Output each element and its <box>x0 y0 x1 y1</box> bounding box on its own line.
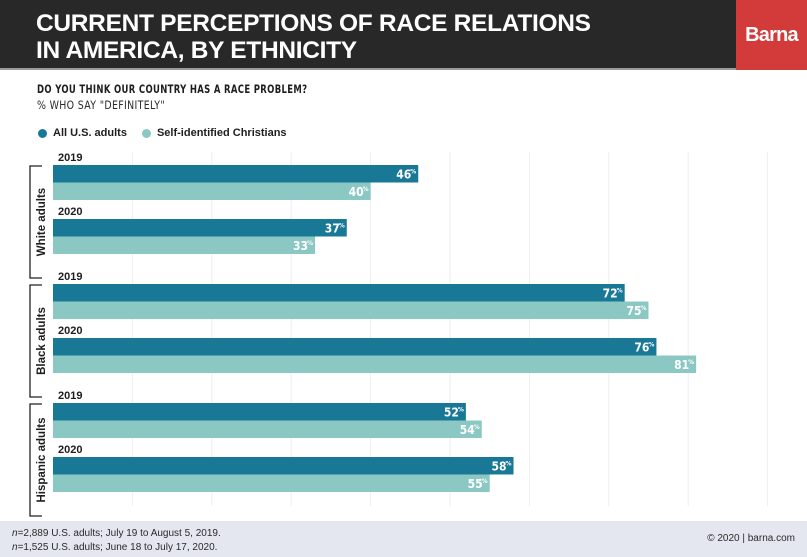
data-label-percent: % <box>410 169 416 176</box>
header-banner: CURRENT PERCEPTIONS OF RACE RELATIONS IN… <box>0 0 807 70</box>
data-label: 58 <box>491 460 506 474</box>
data-label: 81 <box>674 358 689 372</box>
group-label: White adults <box>36 188 48 256</box>
legend-label-all-adults: All U.S. adults <box>53 127 127 139</box>
bar-all-adults <box>53 165 419 183</box>
data-label-percent: % <box>482 478 488 485</box>
sample-note-2019-text: =2,889 U.S. adults; July 19 to August 5,… <box>17 528 221 539</box>
bar-christians <box>53 474 490 492</box>
legend-item-christians: Self-identified Christians <box>141 127 287 139</box>
group-bracket <box>29 165 42 279</box>
year-label: 2019 <box>58 152 82 164</box>
year-label: 2019 <box>58 390 82 402</box>
data-label-percent: % <box>458 407 464 414</box>
data-label-percent: % <box>617 288 623 295</box>
title-line-2: IN AMERICA, BY ETHNICITY <box>36 37 357 64</box>
barna-logo: Barna <box>736 0 807 70</box>
data-label-percent: % <box>506 461 512 468</box>
chart-title: CURRENT PERCEPTIONS OF RACE RELATIONS IN… <box>36 10 591 64</box>
sample-notes: n=2,889 U.S. adults; July 19 to August 5… <box>12 527 221 555</box>
bar-christians <box>53 182 371 200</box>
group-bracket <box>29 403 42 517</box>
sample-note-2019: n=2,889 U.S. adults; July 19 to August 5… <box>12 527 221 541</box>
bar-all-adults <box>53 219 347 237</box>
data-label: 75 <box>626 304 641 318</box>
group-label: Hispanic adults <box>36 418 48 503</box>
data-label: 33 <box>293 239 308 253</box>
n-symbol: n <box>12 542 18 553</box>
legend-swatch-christians <box>141 128 151 138</box>
data-label-percent: % <box>688 359 694 366</box>
data-label: 37 <box>325 222 340 236</box>
year-label: 2020 <box>58 325 82 337</box>
bar-all-adults <box>53 403 466 421</box>
footer: n=2,889 U.S. adults; July 19 to August 5… <box>0 521 807 557</box>
data-label: 52 <box>444 406 459 420</box>
group-bracket <box>29 284 42 398</box>
bar-christians <box>53 420 482 438</box>
title-line-1: CURRENT PERCEPTIONS OF RACE RELATIONS <box>36 10 591 37</box>
copyright: © 2020 | barna.com <box>707 533 795 544</box>
data-label-percent: % <box>307 240 313 247</box>
data-label-percent: % <box>648 342 654 349</box>
sample-note-2020-text: =1,525 U.S. adults; June 18 to July 17, … <box>17 542 218 553</box>
year-label: 2019 <box>58 271 82 283</box>
year-label: 2020 <box>58 206 82 218</box>
bar-all-adults <box>53 284 625 302</box>
legend-label-christians: Self-identified Christians <box>156 127 287 139</box>
data-label: 46 <box>396 168 411 182</box>
bar-all-adults <box>53 338 657 356</box>
bar-all-adults <box>53 457 514 475</box>
data-label: 54 <box>460 423 476 437</box>
legend-swatch-all-adults <box>38 128 47 138</box>
data-label-percent: % <box>474 424 480 431</box>
data-label-percent: % <box>339 223 345 230</box>
bar-christians <box>53 301 649 319</box>
chart-question: DO YOU THINK OUR COUNTRY HAS A RACE PROB… <box>37 82 308 96</box>
bar-christians <box>53 236 316 254</box>
sample-note-2020: n=1,525 U.S. adults; June 18 to July 17,… <box>12 541 221 555</box>
legend: All U.S. adults Self-identified Christia… <box>38 127 302 139</box>
bar-christians <box>53 355 697 373</box>
legend-item-all-adults: All U.S. adults <box>38 127 127 139</box>
data-label: 76 <box>634 341 649 355</box>
data-label-percent: % <box>363 186 369 193</box>
n-symbol: n <box>12 528 18 539</box>
chart-subtitle: % WHO SAY "DEFINITELY" <box>37 98 166 112</box>
data-label: 72 <box>603 287 618 301</box>
group-label: Black adults <box>36 307 48 375</box>
year-label: 2020 <box>58 444 82 456</box>
data-label: 55 <box>468 477 483 491</box>
data-label: 40 <box>349 185 364 199</box>
data-label-percent: % <box>640 305 646 312</box>
